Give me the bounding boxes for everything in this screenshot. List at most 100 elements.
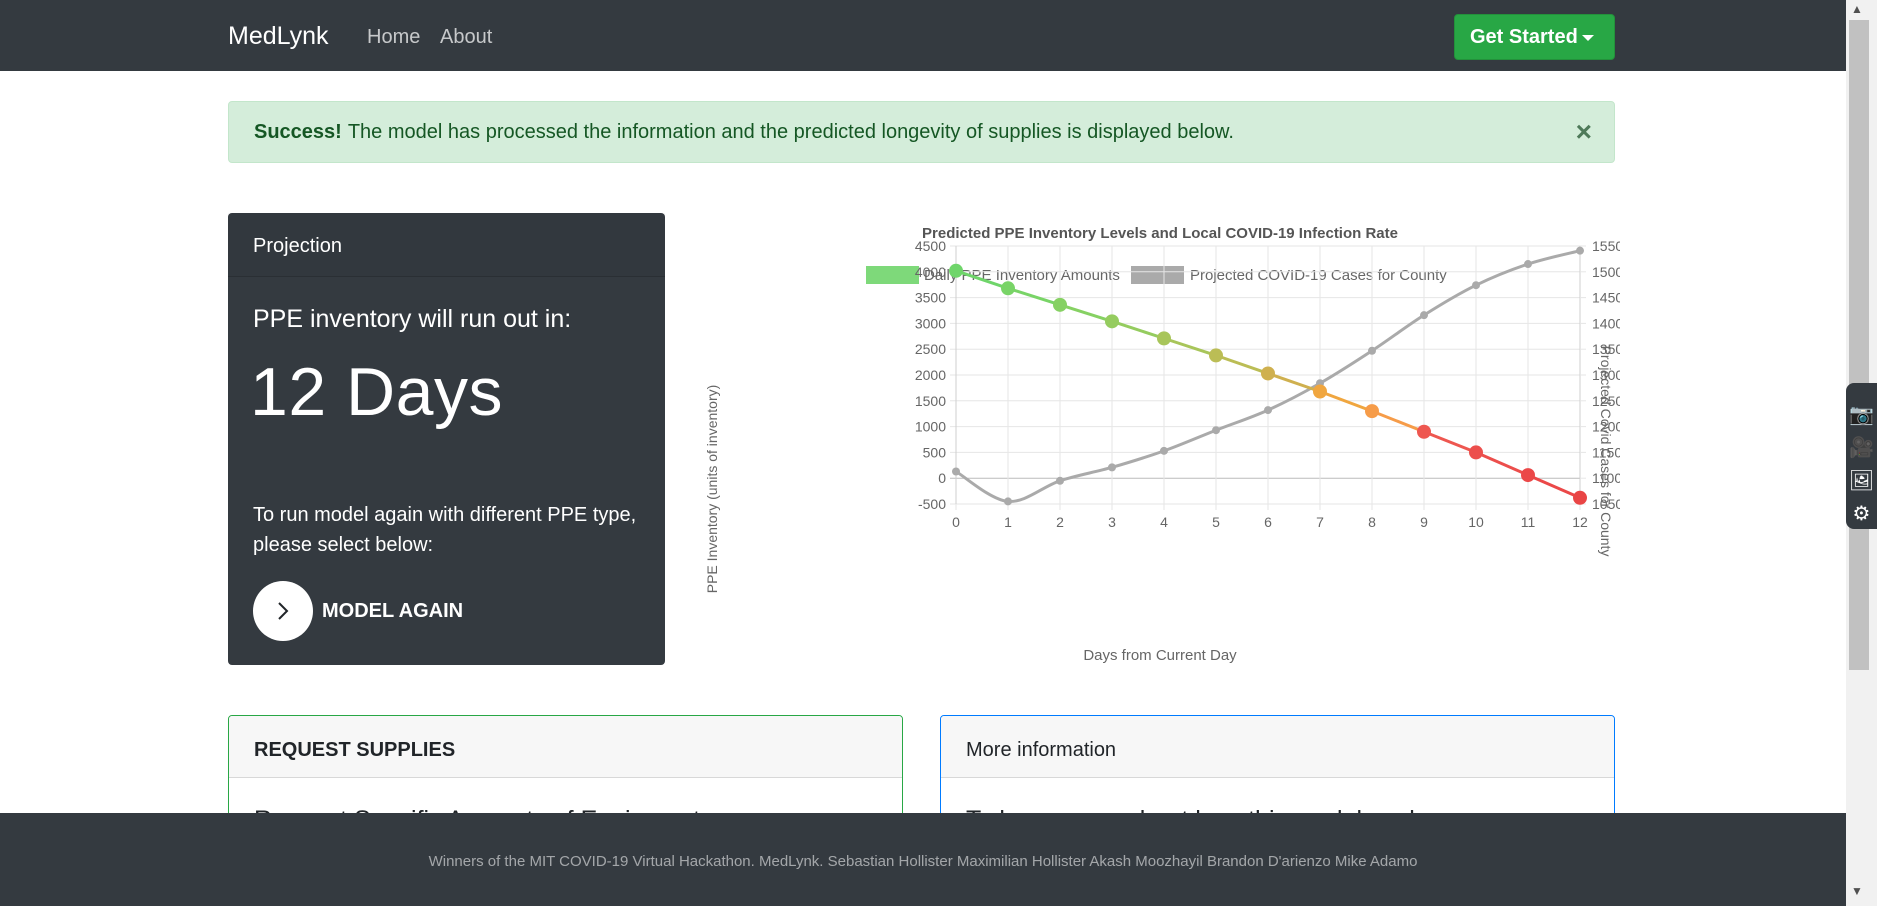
ppe-data-point bbox=[1469, 445, 1483, 460]
gallery-icon[interactable]: 🖼 bbox=[1848, 470, 1875, 492]
camera-icon[interactable]: 📷 bbox=[1849, 404, 1874, 426]
close-icon[interactable]: × bbox=[1575, 116, 1592, 147]
alert-message: The model has processed the information … bbox=[347, 120, 1234, 143]
y-right-tick-label: 1550 bbox=[1592, 238, 1620, 254]
y-right-tick-label: 1500 bbox=[1592, 264, 1620, 280]
ppe-data-point bbox=[1105, 314, 1119, 329]
ppe-covid-chart: Predicted PPE Inventory Levels and Local… bbox=[704, 225, 1620, 664]
y-left-tick-label: 500 bbox=[923, 444, 947, 460]
alert-strong: Success! bbox=[254, 120, 342, 143]
y-right-tick-label: 1400 bbox=[1592, 315, 1620, 331]
series-covid-cases bbox=[952, 246, 1584, 506]
scroll-up-icon[interactable]: ▲ bbox=[1851, 2, 1863, 16]
ppe-data-point bbox=[1053, 297, 1067, 312]
x-tick-label: 2 bbox=[1056, 514, 1064, 530]
y-axis-left-ticks: 4500 4000 3500 3000 2500 2000 1500 1000 500 0 -500 bbox=[915, 238, 946, 512]
y-right-tick-label: 1200 bbox=[1592, 419, 1620, 435]
gear-icon[interactable]: ⚙ bbox=[1852, 503, 1871, 525]
projection-card: Projection PPE inventory will run out in… bbox=[228, 213, 665, 665]
y-left-tick-label: 2000 bbox=[915, 367, 946, 383]
footer: Winners of the MIT COVID-19 Virtual Hack… bbox=[0, 813, 1846, 906]
ppe-series-segment bbox=[1007, 286, 1061, 307]
y-right-tick-label: 1350 bbox=[1592, 341, 1620, 357]
ppe-data-point bbox=[1573, 490, 1587, 505]
runout-days-value: 12 Days bbox=[250, 354, 503, 430]
y-left-tick-label: 3500 bbox=[915, 290, 946, 306]
footer-credits: Winners of the MIT COVID-19 Virtual Hack… bbox=[428, 853, 1418, 870]
model-again-button[interactable]: MODEL AGAIN bbox=[253, 581, 463, 641]
y-left-tick-label: 4000 bbox=[915, 264, 946, 280]
ppe-series-segment bbox=[1111, 319, 1165, 340]
ppe-series-segment bbox=[1423, 430, 1477, 454]
get-started-dropdown-button[interactable]: Get Started bbox=[1454, 14, 1615, 60]
model-again-label: MODEL AGAIN bbox=[322, 599, 464, 622]
brand-logo[interactable]: MedLynk bbox=[228, 22, 329, 50]
chart-grid bbox=[950, 245, 1581, 510]
ppe-data-point bbox=[1521, 468, 1535, 483]
covid-data-point bbox=[1108, 463, 1116, 472]
legend-swatch-covid bbox=[1131, 266, 1184, 284]
ppe-data-point bbox=[1417, 424, 1431, 439]
covid-data-point bbox=[1524, 260, 1532, 269]
ppe-series-segment bbox=[955, 269, 1009, 290]
nav-home-link[interactable]: Home bbox=[367, 26, 421, 48]
ppe-series-segment bbox=[1059, 303, 1113, 323]
ppe-data-point bbox=[1261, 366, 1275, 381]
series-ppe-inventory bbox=[949, 263, 1587, 505]
y-left-tick-label: 2500 bbox=[915, 341, 946, 357]
y-axis-right-ticks: 1550 1500 1450 1400 1350 1300 1250 1200 1150 1100… bbox=[1580, 238, 1620, 512]
y-left-tick-label: 0 bbox=[938, 470, 946, 486]
chart-legend: Daily PPE Inventory Amounts Projected CO… bbox=[866, 266, 1447, 284]
ppe-series-segment bbox=[1475, 451, 1529, 477]
y-right-tick-label: 1100 bbox=[1592, 470, 1620, 486]
scrollbar-thumb[interactable] bbox=[1849, 20, 1869, 670]
x-axis-ticks: 0 1 2 3 4 5 6 7 8 9 10 11 12 bbox=[952, 514, 1588, 530]
y-axis-left-label: PPE Inventory (units of inventory) bbox=[704, 385, 720, 594]
ppe-series-segment bbox=[1215, 353, 1269, 375]
y-axis-right-label: Projected Covid Cases for County bbox=[1598, 346, 1614, 557]
ppe-series-segment bbox=[1527, 473, 1581, 500]
x-tick-label: 10 bbox=[1468, 514, 1484, 530]
more-information-card: More information To learn more about how… bbox=[940, 715, 1615, 835]
ppe-data-point bbox=[949, 263, 963, 278]
y-right-tick-label: 1250 bbox=[1592, 393, 1620, 409]
get-started-label: Get Started bbox=[1470, 25, 1578, 48]
y-left-tick-label: 4500 bbox=[915, 238, 946, 254]
ppe-data-point bbox=[1365, 404, 1379, 419]
request-supplies-header: REQUEST SUPPLIES bbox=[229, 716, 902, 778]
legend-swatch-ppe bbox=[866, 266, 919, 284]
ppe-data-point bbox=[1209, 348, 1223, 363]
scroll-down-icon[interactable]: ▼ bbox=[1851, 884, 1863, 898]
covid-data-point bbox=[1576, 246, 1584, 255]
ppe-data-point bbox=[1001, 281, 1015, 296]
covid-data-point bbox=[952, 467, 960, 476]
covid-data-point bbox=[1420, 311, 1428, 320]
nav-about-link[interactable]: About bbox=[440, 26, 493, 48]
y-right-tick-label: 1450 bbox=[1592, 290, 1620, 306]
y-right-tick-label: 1150 bbox=[1592, 444, 1620, 460]
ppe-series-segment bbox=[1319, 390, 1373, 413]
covid-data-point bbox=[1004, 497, 1012, 506]
x-tick-label: 9 bbox=[1420, 514, 1428, 530]
ppe-series-segment bbox=[1267, 372, 1321, 393]
covid-data-point bbox=[1056, 476, 1064, 485]
more-information-header: More information bbox=[941, 716, 1614, 778]
projection-header: Projection bbox=[228, 213, 665, 277]
y-left-tick-label: 1500 bbox=[915, 393, 946, 409]
ppe-series-segment bbox=[1163, 336, 1217, 357]
x-tick-label: 11 bbox=[1521, 514, 1536, 530]
x-tick-label: 5 bbox=[1212, 514, 1220, 530]
success-alert: Success! The model has processed the inf… bbox=[228, 101, 1615, 163]
x-tick-label: 8 bbox=[1368, 514, 1376, 530]
legend-label-covid: Projected COVID-19 Cases for County bbox=[1190, 267, 1447, 284]
covid-data-point bbox=[1472, 281, 1480, 290]
x-tick-label: 6 bbox=[1264, 514, 1272, 530]
y-right-tick-label: 1050 bbox=[1592, 496, 1620, 512]
chevron-right-icon bbox=[253, 581, 313, 641]
side-toolbar: 📷 🎥 🖼 ⚙ bbox=[1846, 383, 1877, 529]
video-icon[interactable]: 🎥 bbox=[1849, 437, 1874, 459]
y-left-tick-label: 3000 bbox=[915, 315, 946, 331]
y-right-tick-label: 1300 bbox=[1592, 367, 1620, 383]
x-tick-label: 4 bbox=[1160, 514, 1168, 530]
x-tick-label: 1 bbox=[1004, 514, 1012, 530]
